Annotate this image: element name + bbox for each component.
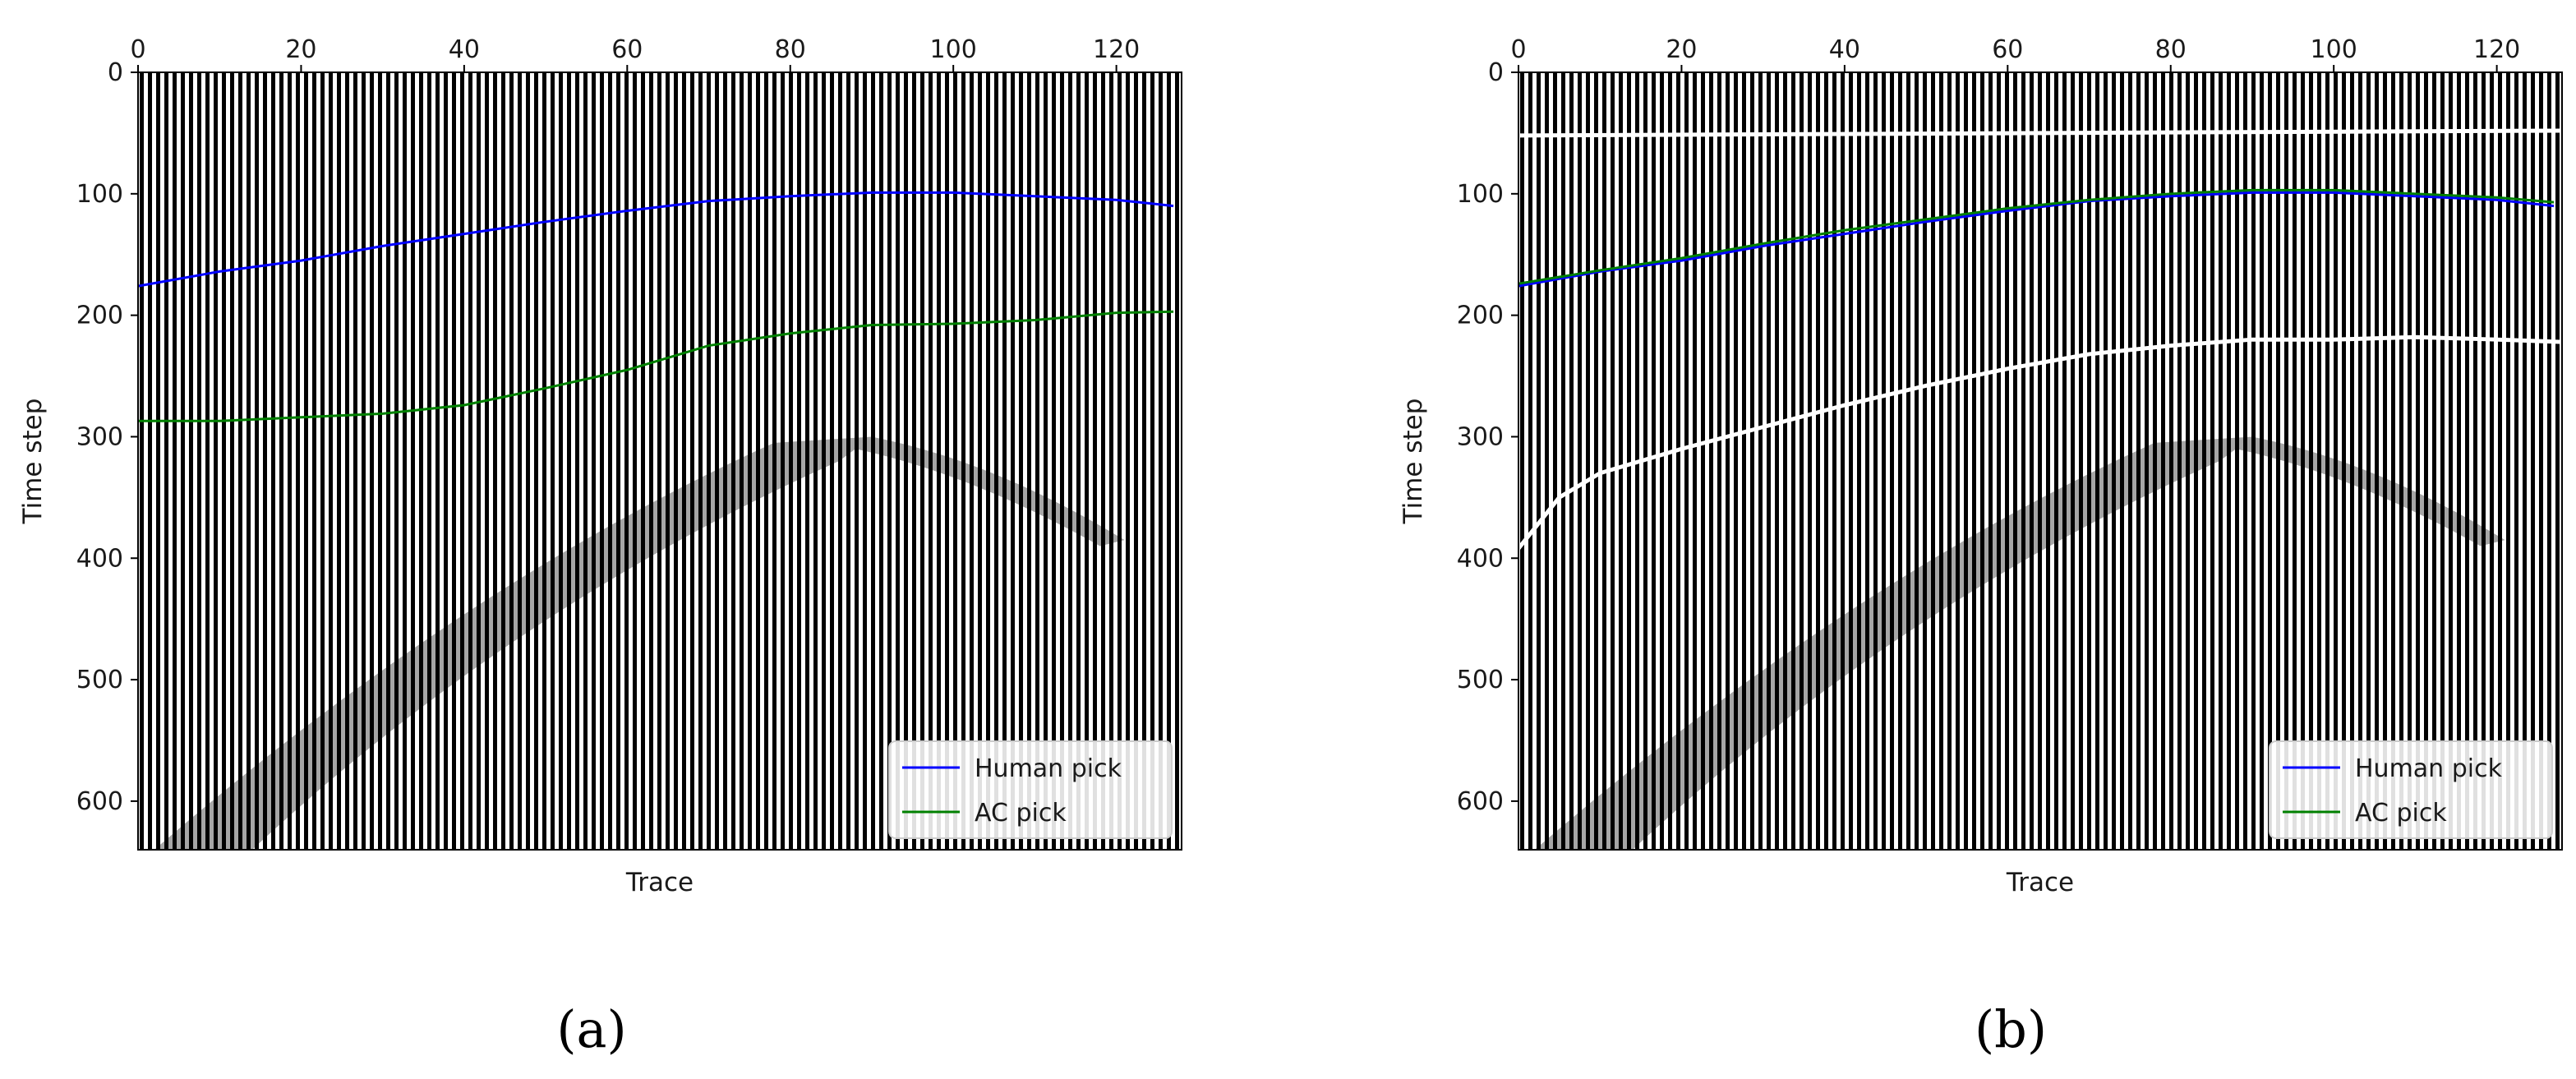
y-tick-label: 200 <box>1457 302 1504 330</box>
legend-box <box>2269 740 2553 839</box>
y-axis-label: Time step <box>18 399 48 525</box>
y-tick-label: 100 <box>1457 180 1504 209</box>
x-tick-label: 0 <box>1510 35 1526 64</box>
legend-box <box>888 740 1173 839</box>
x-tick-label: 100 <box>2311 35 2357 64</box>
white-line-1 <box>1518 128 2563 138</box>
legend-label-ac-pick: AC pick <box>2355 799 2447 828</box>
x-tick-label: 120 <box>1093 35 1140 64</box>
seismic-event-band-right <box>855 436 1125 546</box>
y-tick-label: 0 <box>108 58 123 87</box>
x-tick-label: 20 <box>285 35 316 64</box>
x-axis-label: Trace <box>625 868 694 897</box>
x-tick-label: 0 <box>130 35 145 64</box>
panel-a-chart: 0 20 40 60 80 100 120 0 100 200 300 400 500 600 Trace T… <box>18 35 1182 897</box>
panel-b-chart: 0 20 40 60 80 100 120 0 100 200 300 400 500 600 Trace T… <box>1399 35 2563 897</box>
panel-b-caption: (b) <box>1974 999 2048 1059</box>
y-tick-label: 600 <box>1457 787 1504 816</box>
x-tick-label: 120 <box>2473 35 2520 64</box>
x-tick-label: 80 <box>775 35 806 64</box>
y-tick-label: 500 <box>1457 666 1504 694</box>
plot-frame <box>1518 71 2563 851</box>
x-tick-label: 80 <box>2155 35 2187 64</box>
plot-frame <box>137 71 1182 851</box>
x-tick-label: 40 <box>449 35 480 64</box>
white-line-2 <box>1517 334 2563 550</box>
y-tick-label: 200 <box>76 302 123 330</box>
panel-a-caption: (a) <box>556 999 627 1059</box>
legend: Human pick AC pick <box>888 740 1173 839</box>
legend-label-human-pick: Human pick <box>2355 754 2503 783</box>
seismic-event-band <box>1534 436 2252 850</box>
series-ac-pick <box>1518 188 2555 285</box>
series-human-pick <box>137 191 1174 288</box>
series-human-pick <box>1518 191 2555 288</box>
x-tick-label: 60 <box>611 35 643 64</box>
seismic-background <box>138 72 1182 850</box>
x-tick-label: 60 <box>1992 35 2023 64</box>
y-tick-label: 0 <box>1488 58 1504 87</box>
seismic-event-band-right <box>2236 436 2505 546</box>
y-tick-label: 400 <box>76 544 123 573</box>
legend-label-human-pick: Human pick <box>975 754 1122 783</box>
series-ac-pick <box>138 310 1174 422</box>
x-tick-label: 40 <box>1829 35 1860 64</box>
seismic-event-band <box>154 436 872 850</box>
x-axis-label: Trace <box>2006 868 2074 897</box>
y-tick-label: 300 <box>1457 422 1504 451</box>
seismic-background <box>1518 72 2562 850</box>
legend-label-ac-pick: AC pick <box>975 799 1067 828</box>
y-axis-label: Time step <box>1399 399 1428 525</box>
x-tick-label: 20 <box>1666 35 1697 64</box>
y-tick-label: 300 <box>76 422 123 451</box>
legend: Human pick AC pick <box>2269 740 2553 839</box>
y-tick-label: 500 <box>76 666 123 694</box>
y-tick-label: 400 <box>1457 544 1504 573</box>
x-tick-label: 100 <box>930 35 977 64</box>
y-tick-label: 600 <box>76 787 123 816</box>
y-tick-label: 100 <box>76 180 123 209</box>
